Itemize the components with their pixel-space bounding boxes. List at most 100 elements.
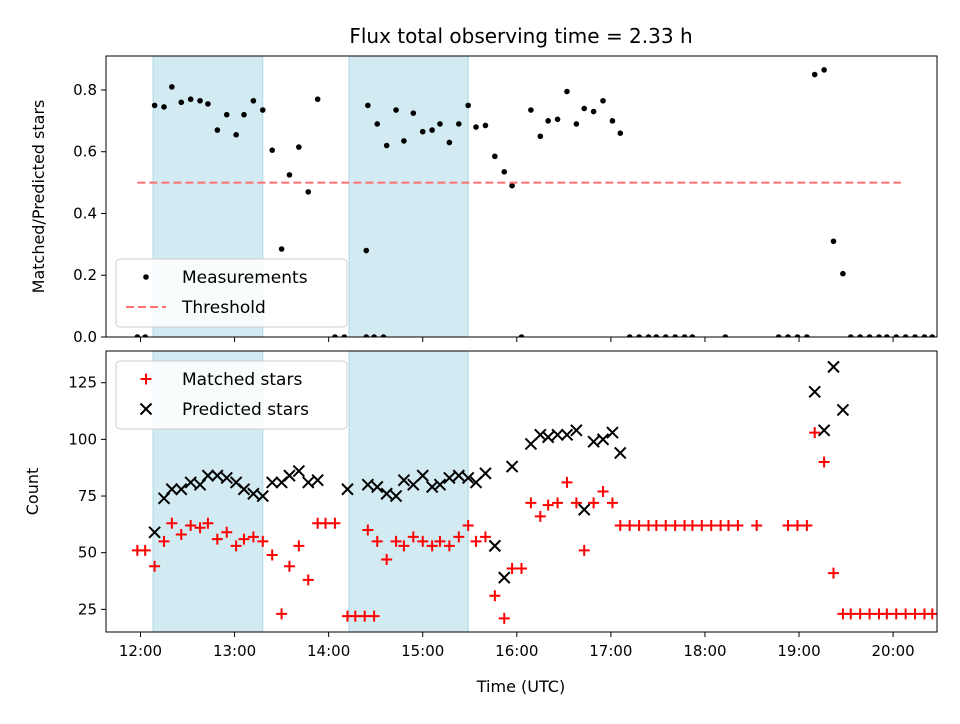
data-point [278,246,285,252]
data-point [570,497,582,509]
data-point [587,435,600,448]
data-point [407,531,419,543]
data-point [341,334,348,337]
data-point [479,531,491,543]
legend-swatch [140,373,152,385]
data-point [528,107,534,113]
data-point [881,608,893,620]
data-point [854,608,866,620]
data-point [455,121,462,127]
y-tick-label: 50 [78,544,97,562]
data-point [194,522,206,534]
data-point [238,533,250,545]
y-tick-label: 125 [68,374,97,392]
data-point [389,489,403,503]
data-point [393,107,399,113]
data-point [266,549,278,561]
data-point [197,97,203,104]
data-point [320,517,332,529]
data-point [329,517,341,529]
data-point [169,84,175,90]
data-point [368,610,380,622]
data-point [884,334,890,337]
y-axis-label: Matched/Predicted stars [29,100,48,294]
data-point [830,238,837,245]
data-point [469,476,483,489]
data-point [187,96,194,103]
data-point [311,473,324,487]
data-point [551,428,564,442]
data-point [211,533,223,545]
data-point [166,517,178,529]
data-point [247,531,259,543]
data-point [380,334,387,337]
data-point [437,121,443,127]
data-point [840,270,846,277]
data-point [645,334,652,337]
data-point [501,168,508,175]
data-point [417,535,429,547]
data-point [407,478,420,491]
data-point [498,612,510,624]
data-point [791,519,803,531]
data-point [453,531,465,543]
y-axis-label: Count [23,468,42,516]
y-tick-label: 0.0 [73,328,97,346]
y-tick-label: 0.4 [73,204,97,222]
data-point [912,334,918,337]
data-point [542,499,554,511]
data-point [518,334,525,337]
data-point [524,437,538,451]
data-point [669,519,681,531]
y-tick-label: 75 [78,487,97,505]
data-point [359,610,371,622]
data-point [461,471,475,485]
data-point [158,535,170,547]
data-point [596,433,610,446]
data-point [660,519,672,531]
plot-area [134,56,936,337]
data-point [465,102,471,109]
data-point [633,519,645,531]
x-tick-label: 13:00 [213,642,256,660]
data-point [696,519,708,531]
series-predicted-stars [148,360,850,584]
data-point [341,483,354,496]
data-point [775,334,782,337]
data-point [545,118,551,124]
data-point [492,153,498,160]
data-point [581,105,588,112]
data-point [890,608,902,620]
data-point [211,469,224,482]
data-point [573,121,580,127]
data-point [265,476,279,489]
legend: Matched stars Predicted stars [115,360,348,430]
data-point [434,535,446,547]
data-point [302,476,315,489]
y-tick-label: 0.2 [73,266,97,284]
data-point [893,334,900,337]
data-point [429,127,435,133]
data-point [617,130,624,136]
legend-label: Threshold [181,298,266,318]
data-point [269,147,276,153]
data-point [578,503,591,516]
data-point [380,487,393,500]
data-point [139,544,151,556]
legend: Measurements Threshold [115,258,348,328]
data-point [286,172,293,178]
chart-title: Flux total observing time = 2.33 h [349,24,692,48]
data-point [233,131,239,138]
data-point [314,96,321,103]
data-point [804,334,810,337]
data-point [534,510,546,522]
data-point [672,334,678,337]
data-point [929,334,936,337]
data-point [818,456,830,468]
data-point [165,483,179,496]
data-point [505,460,519,473]
data-point [371,480,384,494]
data-point [205,101,211,107]
x-tick-label: 16:00 [495,642,538,660]
data-point [537,133,544,140]
